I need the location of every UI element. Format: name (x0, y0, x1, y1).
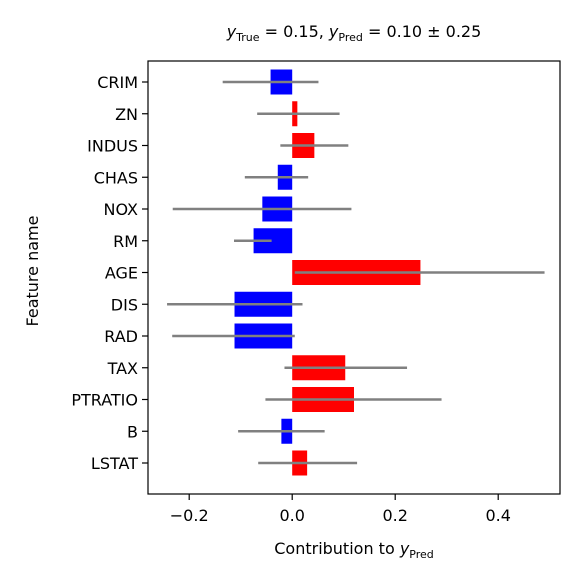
title-ypred-subscript: Pred (338, 31, 362, 44)
title-ypred-value: = 0.10 ± 0.25 (363, 22, 481, 41)
title-ytrue-symbol: y (226, 22, 237, 41)
y-tick-label: CRIM (97, 73, 138, 92)
y-tick-label: DIS (111, 295, 138, 314)
y-tick-label: PTRATIO (71, 391, 138, 410)
y-tick-label: LSTAT (91, 454, 138, 473)
y-tick-label: B (127, 422, 138, 441)
title-ytrue-subscript: True (235, 31, 260, 44)
y-tick-label: TAX (107, 359, 138, 378)
y-tick-label: ZN (115, 105, 138, 124)
x-tick-label: 0.2 (382, 506, 407, 525)
title-ytrue-value: = 0.15, (260, 22, 329, 41)
y-tick-label: INDUS (87, 137, 138, 156)
y-tick-label: CHAS (94, 168, 138, 187)
chart-title: yTrue = 0.15, yPred = 0.10 ± 0.25 (226, 22, 482, 44)
x-tick-label: −0.2 (170, 506, 209, 525)
y-axis-ticks: CRIM ZN INDUS CHAS NOX RM AGE DIS RAD TAX PTRATIO B… (71, 73, 148, 473)
x-axis-label-text: Contribution to (274, 539, 400, 558)
y-tick-label: AGE (105, 264, 138, 283)
x-axis-label: Contribution to yPred (274, 539, 434, 561)
x-tick-label: 0.4 (485, 506, 510, 525)
y-tick-label: RM (113, 232, 138, 251)
plot-frame (147, 60, 561, 495)
y-tick-label: NOX (104, 200, 139, 219)
x-axis-ticks: −0.2 0.0 0.2 0.4 (170, 494, 511, 525)
plot-area (167, 69, 545, 476)
x-axis-label-subscript: Pred (409, 548, 433, 561)
x-axis-label-symbol: y (399, 539, 410, 558)
y-axis-label: Feature name (23, 216, 42, 327)
y-tick-label: RAD (104, 327, 138, 346)
title-ypred-symbol: y (328, 22, 339, 41)
x-tick-label: 0.0 (279, 506, 304, 525)
